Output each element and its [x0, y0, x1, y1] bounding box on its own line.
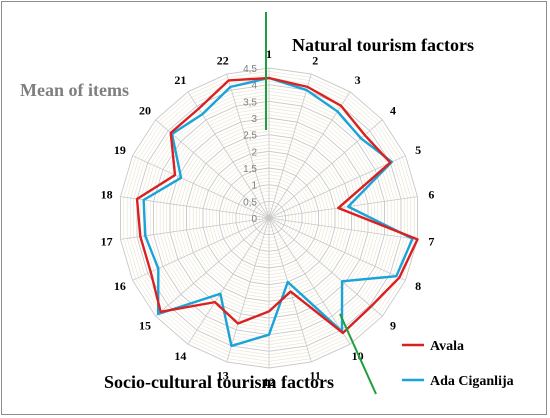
legend: Avala Ada Ciganlija	[402, 339, 514, 389]
tick-label: 0,5	[243, 197, 257, 208]
tick-label: 4	[251, 81, 257, 92]
category-label: 9	[390, 318, 396, 332]
category-label: 15	[139, 318, 151, 332]
category-label: 1	[266, 47, 272, 61]
category-label: 2	[312, 54, 318, 68]
grid-spoke	[268, 217, 383, 317]
grid-spoke	[268, 155, 406, 219]
grid-spoke	[268, 217, 406, 281]
grid-spoke	[155, 217, 270, 317]
grid-spoke	[155, 119, 270, 219]
legend-label-avala: Avala	[430, 339, 464, 354]
category-label: 12	[263, 375, 275, 389]
category-label: 6	[428, 188, 434, 202]
category-label: 16	[114, 279, 126, 293]
grid-spoke	[268, 217, 418, 240]
tick-label: 0	[251, 214, 257, 225]
series-lines	[135, 76, 419, 348]
radar-grid	[120, 67, 418, 369]
grid-spoke	[268, 119, 383, 219]
socio-cultural-factors-label: Socio-cultural tourism factors	[104, 372, 334, 392]
grid-spoke	[120, 217, 270, 240]
grid-spoke	[226, 73, 270, 219]
grid-spoke	[268, 217, 312, 363]
grid-spoke	[132, 155, 270, 219]
socio-divider-line	[339, 313, 377, 395]
tick-label: 2	[251, 147, 257, 158]
tick-label: 4,5	[243, 64, 257, 75]
category-label: 14	[174, 349, 186, 363]
category-label: 18	[101, 188, 113, 202]
legend-label-ada-ciganlija: Ada Ciganlija	[430, 374, 514, 389]
category-label: 22	[217, 54, 229, 68]
grid-spoke	[268, 196, 418, 219]
category-label: 3	[355, 73, 361, 87]
radial-tick-labels: 0 0,5 1 1,5 2 2,5 3 3,5 4 4,5	[243, 64, 257, 225]
grid-spoke	[268, 91, 351, 219]
tick-label: 3,5	[243, 97, 257, 108]
category-label: 8	[415, 279, 421, 293]
grid-spoke	[187, 91, 270, 219]
natural-factors-label: Natural tourism factors	[292, 35, 474, 55]
category-label: 4	[390, 104, 396, 118]
tick-label: 3	[251, 114, 257, 125]
grid-spoke	[187, 217, 270, 345]
category-label: 20	[139, 104, 151, 118]
grid-spoke	[268, 73, 312, 219]
category-label: 19	[114, 143, 126, 157]
category-label: 21	[174, 73, 186, 87]
category-label: 7	[428, 234, 434, 248]
category-label: 17	[101, 234, 113, 248]
grid-spoke	[226, 217, 270, 363]
mean-of-items-label: Mean of items	[20, 80, 129, 100]
tick-label: 1	[251, 181, 257, 192]
grid-spoke	[268, 217, 351, 345]
category-label: 11	[310, 368, 321, 382]
category-label: 13	[217, 368, 229, 382]
tick-label: 2,5	[243, 131, 257, 142]
tick-label: 1,5	[243, 164, 257, 175]
category-label: 5	[415, 143, 421, 157]
grid-spoke	[132, 217, 270, 281]
